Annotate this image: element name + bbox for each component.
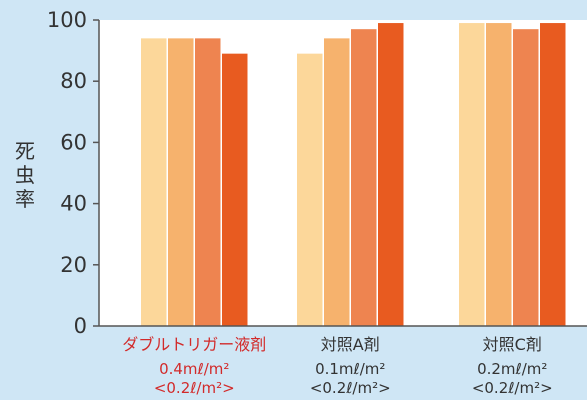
y-axis-label: 死虫率 — [15, 139, 35, 211]
y-tick-label-40: 40 — [60, 192, 87, 216]
bar-1-1 — [141, 38, 167, 327]
category-dose-sub-label: <0.2ℓ/m²> — [310, 379, 391, 397]
category-dose-label: 0.4mℓ/m² — [159, 360, 229, 378]
bar-1-4 — [222, 53, 248, 326]
y-tick-label-100: 100 — [47, 8, 87, 32]
y-tick-label-60: 60 — [60, 130, 87, 154]
bar-1-2 — [168, 38, 194, 327]
bar-3-3 — [513, 29, 539, 327]
bar-2-1 — [297, 53, 323, 326]
category-label: 対照C剤 — [483, 335, 542, 354]
bars-group — [141, 23, 566, 327]
category-label: 対照A剤 — [321, 335, 380, 354]
category-dose-sub-label: <0.2ℓ/m²> — [154, 379, 235, 397]
y-axis-label-char: 率 — [15, 187, 35, 211]
bar-2-3 — [351, 29, 377, 327]
y-tick-label-80: 80 — [60, 69, 87, 93]
x-labels-group: ダブルトリガー液剤0.4mℓ/m²<0.2ℓ/m²>対照A剤0.1mℓ/m²<0… — [122, 335, 552, 397]
category-dose-sub-label: <0.2ℓ/m²> — [472, 379, 553, 397]
y-tick-label-0: 0 — [74, 314, 87, 338]
y-axis-label-char: 死 — [15, 139, 35, 163]
bar-1-3 — [195, 38, 221, 327]
y-axis-label-char: 虫 — [15, 163, 35, 187]
bar-2-4 — [378, 23, 404, 327]
category-dose-label: 0.1mℓ/m² — [315, 360, 385, 378]
category-label: ダブルトリガー液剤 — [122, 335, 266, 354]
bar-3-4 — [540, 23, 566, 327]
category-dose-label: 0.2mℓ/m² — [477, 360, 547, 378]
y-ticks-group: 0 20 40 60 80 100 — [47, 8, 99, 338]
bar-3-2 — [486, 23, 512, 327]
y-tick-label-20: 20 — [60, 253, 87, 277]
bar-2-2 — [324, 38, 350, 327]
bar-3-1 — [459, 23, 485, 327]
